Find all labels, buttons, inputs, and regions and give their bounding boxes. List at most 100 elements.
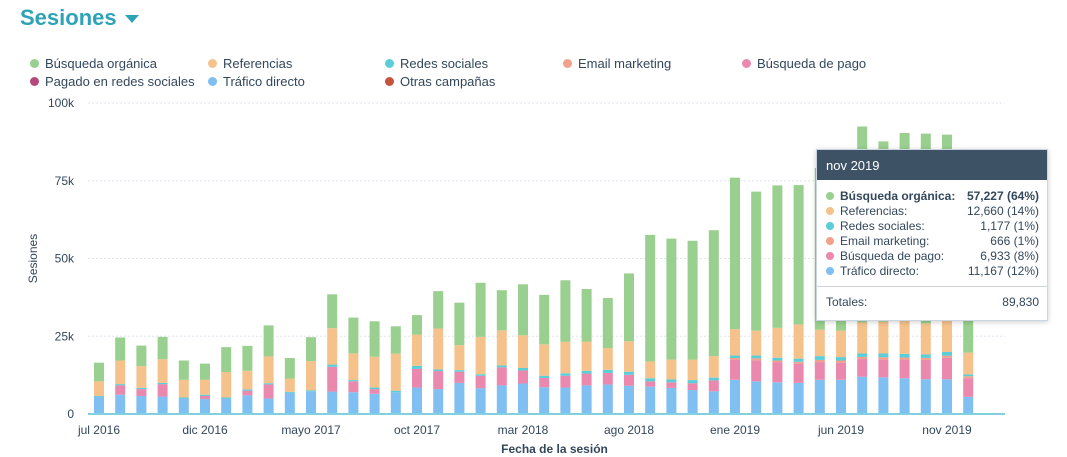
bar-segment <box>624 341 634 372</box>
bar-segment <box>899 319 910 354</box>
bar-segment <box>94 396 104 414</box>
bar-segment <box>518 284 528 336</box>
bar-segment <box>369 387 380 390</box>
tooltip-total-value: 89,830 <box>1002 295 1039 309</box>
bar-segment <box>920 359 931 380</box>
bar-segment <box>454 382 465 414</box>
legend-label: Redes sociales <box>400 56 489 71</box>
bar-segment <box>624 273 634 342</box>
bar-segment <box>836 357 846 361</box>
bar-segment <box>263 398 274 414</box>
bar-segment <box>602 297 613 349</box>
bar-segment <box>412 387 422 414</box>
bar-segment <box>369 321 380 357</box>
bar-segment <box>518 335 528 368</box>
bar-segment <box>708 356 719 378</box>
bar-segment <box>730 177 740 330</box>
legend-item[interactable]: Email marketing <box>563 56 671 71</box>
bar-segment <box>348 392 359 414</box>
legend-item[interactable]: Redes sociales <box>385 56 488 71</box>
bar-segment <box>857 356 868 359</box>
bar-segment <box>942 357 952 380</box>
sessions-title-dropdown[interactable]: Sesiones <box>20 3 139 33</box>
bar-segment <box>814 362 825 380</box>
tooltip-row: Referencias: 12,660 (14%) <box>826 203 1039 218</box>
bar-segment <box>581 373 592 386</box>
bar-segment <box>793 363 804 383</box>
bar-segment <box>327 364 338 367</box>
x-tick-label: ene 2019 <box>710 423 760 437</box>
bar-segment <box>687 383 698 391</box>
bar-segment <box>348 353 359 381</box>
bar-segment <box>602 348 613 370</box>
bar-segment <box>284 378 295 392</box>
bar-segment <box>730 359 740 380</box>
bar-segment <box>708 230 719 357</box>
bar-segment <box>645 378 656 382</box>
tooltip-swatch <box>826 266 834 275</box>
bar-segment <box>284 358 295 379</box>
bar-segment <box>920 354 931 358</box>
bar-segment <box>539 375 550 378</box>
bar-segment <box>390 390 401 393</box>
bar-segment <box>496 367 507 386</box>
bar-segment <box>200 395 210 400</box>
bar-segment <box>390 392 401 414</box>
bar-segment <box>772 360 783 363</box>
bar-segment <box>602 369 613 373</box>
bar-segment <box>899 353 910 358</box>
legend-item[interactable]: Pagado en redes sociales <box>30 74 195 89</box>
bar-segment <box>242 395 253 414</box>
tooltip-row-value: 11,167 (12%) <box>967 263 1039 278</box>
bar-segment <box>306 391 316 414</box>
bar-segment <box>666 359 677 380</box>
bar-segment <box>348 381 359 393</box>
bar-segment <box>581 385 592 414</box>
bar-segment <box>327 366 338 392</box>
legend-swatch <box>385 77 394 86</box>
legend-swatch <box>563 59 572 68</box>
caret-down-icon[interactable] <box>124 15 139 23</box>
tooltip-row-label: Email marketing: <box>840 233 930 248</box>
bar-segment <box>645 386 656 414</box>
legend-item[interactable]: Búsqueda orgánica <box>30 56 157 71</box>
legend-item[interactable]: Referencias <box>208 56 292 71</box>
bar-segment <box>793 382 804 414</box>
bar-segment <box>518 367 528 371</box>
legend-label: Email marketing <box>578 56 672 71</box>
bar-segment <box>200 379 210 395</box>
legend-item[interactable]: Tráfico directo <box>208 74 305 89</box>
bar-segment <box>942 355 952 358</box>
bar-segment <box>136 366 147 388</box>
bar-segment <box>793 358 804 362</box>
bar-segment <box>645 361 656 379</box>
tooltip-row-value: 6,933 (8%) <box>980 248 1039 263</box>
bar-segment <box>178 397 189 399</box>
legend-item[interactable]: Otras campañas <box>385 74 495 89</box>
bar-segment <box>666 238 677 360</box>
bar-segment <box>920 379 931 414</box>
bar-segment <box>263 383 274 385</box>
legend-label: Pagado en redes sociales <box>45 74 195 89</box>
bar-segment <box>814 359 825 363</box>
x-axis-title: Fecha de la sesión <box>501 442 608 456</box>
bar-segment <box>963 396 974 414</box>
bar-segment <box>221 347 232 373</box>
bar-segment <box>115 384 126 386</box>
tooltip-row-label: Referencias: <box>840 203 908 218</box>
bar-segment <box>645 234 656 362</box>
tooltip-row-label: Redes sociales: <box>840 218 925 233</box>
bar-segment <box>369 393 380 414</box>
legend-label: Tráfico directo <box>223 74 305 89</box>
bar-segment <box>157 336 168 360</box>
bar-segment <box>539 387 550 414</box>
bar-segment <box>178 398 189 414</box>
bar-segment <box>306 361 316 391</box>
legend-item[interactable]: Búsqueda de pago <box>742 56 866 71</box>
tooltip-row: Tráfico directo: 11,167 (12%) <box>826 263 1039 278</box>
y-tick-label: 0 <box>67 407 74 421</box>
bar-segment <box>454 370 465 372</box>
bar-segment <box>454 371 465 383</box>
bar-segment <box>751 355 762 359</box>
bar-segment <box>666 382 677 388</box>
